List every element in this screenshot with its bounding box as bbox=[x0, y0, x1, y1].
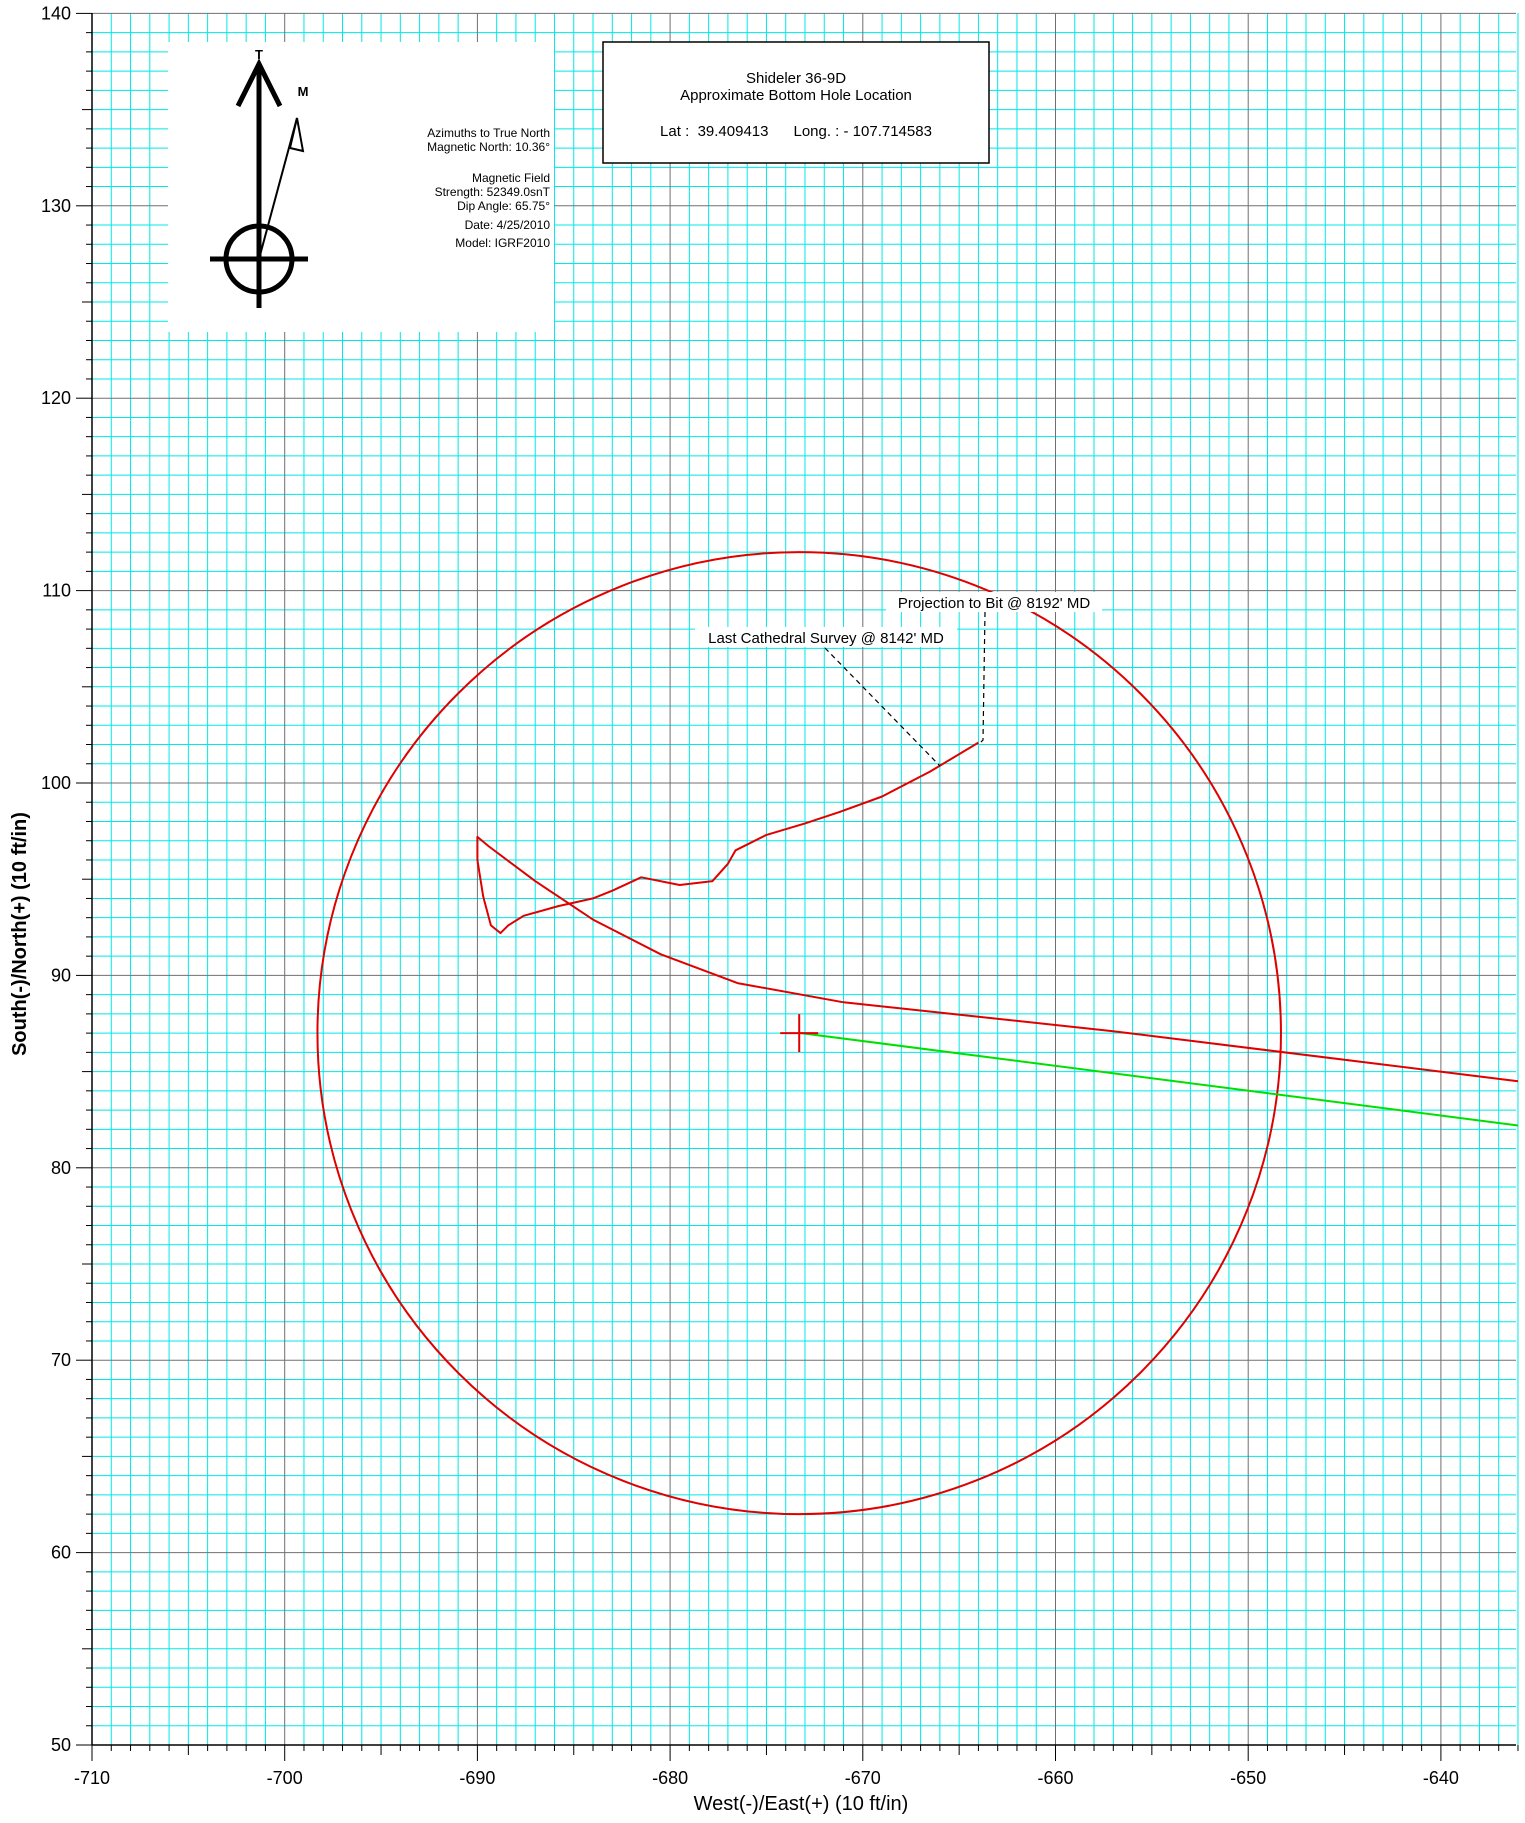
y-tick-label: 110 bbox=[42, 581, 71, 601]
compass-panel bbox=[168, 42, 554, 332]
magnetic-north-label: M bbox=[298, 84, 309, 99]
lat-long-text: Lat : 39.409413 Long. : - 107.714583 bbox=[660, 123, 932, 140]
plan-line bbox=[800, 1032, 1519, 1127]
well-name: Shideler 36-9D bbox=[746, 70, 846, 87]
date-text: Date: 4/25/2010 bbox=[465, 218, 551, 232]
x-tick-label: -680 bbox=[652, 1768, 688, 1788]
target-circle bbox=[316, 551, 1282, 1516]
y-tick-label: 140 bbox=[41, 3, 71, 23]
annotation-bg-survey bbox=[695, 627, 957, 647]
y-tick-labels: 50 60 70 80 90 100 110 120 130 140 bbox=[41, 3, 71, 1755]
azimuth-reference-text: Azimuths to True North bbox=[427, 126, 550, 140]
x-tick-label: -640 bbox=[1423, 1768, 1459, 1788]
well-path-line bbox=[476, 741, 1519, 1083]
dip-angle-text: Dip Angle: 65.75° bbox=[457, 199, 550, 213]
series-layer bbox=[476, 741, 1519, 1127]
x-tick-labels: -710 -700 -690 -680 -670 -660 -650 -640 bbox=[74, 1768, 1459, 1788]
x-tick-label: -710 bbox=[74, 1768, 110, 1788]
annotation-bg-projection bbox=[886, 592, 1102, 612]
info-subtitle: Approximate Bottom Hole Location bbox=[680, 87, 912, 104]
target-crosshair-icon bbox=[780, 1014, 819, 1053]
north-arrow-icon bbox=[210, 58, 308, 308]
x-tick-label: -660 bbox=[1037, 1768, 1073, 1788]
y-tick-label: 120 bbox=[41, 388, 71, 408]
y-tick-label: 130 bbox=[41, 196, 71, 216]
model-text: Model: IGRF2010 bbox=[455, 236, 550, 250]
x-tick-label: -700 bbox=[267, 1768, 303, 1788]
axes bbox=[76, 12, 1519, 1761]
x-axis-title: West(-)/East(+) (10 ft/in) bbox=[694, 1793, 909, 1815]
true-north-label: T bbox=[255, 47, 263, 62]
y-tick-label: 60 bbox=[51, 1543, 71, 1563]
info-box-frame bbox=[602, 41, 990, 164]
y-tick-label: 50 bbox=[51, 1735, 71, 1755]
y-tick-label: 80 bbox=[51, 1158, 71, 1178]
compass-legend: T M Azimuths to True North Magnetic Nort… bbox=[168, 42, 554, 332]
x-tick-label: -690 bbox=[459, 1768, 495, 1788]
location-info-box: Shideler 36-9D Approximate Bottom Hole L… bbox=[602, 41, 990, 164]
y-tick-label: 90 bbox=[51, 965, 71, 985]
annotation-leaders bbox=[695, 592, 1102, 767]
y-axis-title: South(-)/North(+) (10 ft/in) bbox=[9, 812, 31, 1056]
annotation-survey: Last Cathedral Survey @ 8142' MD bbox=[708, 630, 944, 647]
x-tick-label: -650 bbox=[1230, 1768, 1266, 1788]
annotation-projection: Projection to Bit @ 8192' MD bbox=[898, 595, 1091, 612]
magnetic-field-text: Magnetic Field bbox=[472, 171, 550, 185]
y-tick-label: 70 bbox=[51, 1350, 71, 1370]
x-tick-label: -670 bbox=[845, 1768, 881, 1788]
magnetic-north-text: Magnetic North: 10.36° bbox=[427, 140, 550, 154]
field-strength-text: Strength: 52349.0snT bbox=[435, 185, 551, 199]
y-tick-label: 100 bbox=[41, 773, 71, 793]
target-circle-layer bbox=[316, 551, 1282, 1516]
